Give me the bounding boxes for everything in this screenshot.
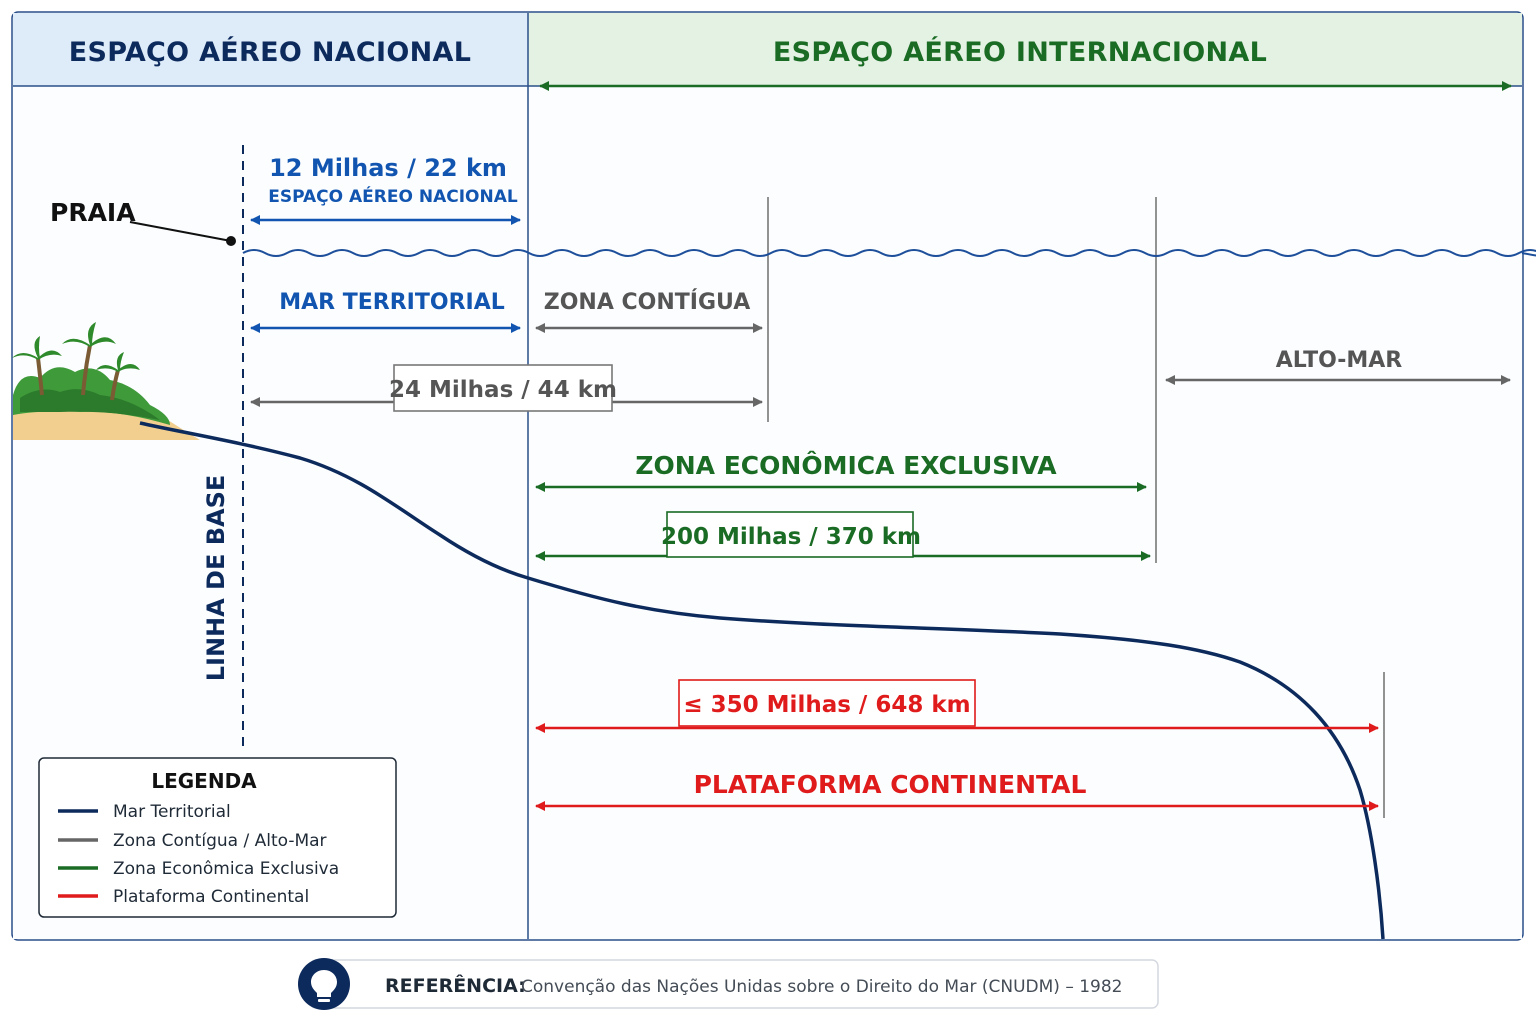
- international-header-band: [528, 13, 1522, 86]
- reference-text: Convenção das Nações Unidas sobre o Dire…: [521, 977, 1123, 997]
- plataforma-distance-label: ≤ 350 Milhas / 648 km: [683, 692, 970, 718]
- legend-item-2: Zona Econômica Exclusiva: [113, 859, 339, 879]
- legend-item-0: Mar Territorial: [113, 802, 231, 822]
- alto-mar-label: ALTO-MAR: [1276, 348, 1403, 373]
- praia-pointer: [129, 221, 232, 242]
- zee-distance-box: [666, 511, 914, 558]
- reference-bar: REFERÊNCIA: Convenção das Nações Unidas …: [298, 958, 1159, 1010]
- contigua-distance-label: 24 Milhas / 44 km: [389, 377, 617, 403]
- national-header-title: ESPAÇO AÉREO NACIONAL: [69, 36, 472, 68]
- mar-territorial-label: MAR TERRITORIAL: [279, 290, 505, 315]
- zee-distance-label: 200 Milhas / 370 km: [661, 524, 921, 550]
- zee-label: ZONA ECONÔMICA EXCLUSIVA: [635, 450, 1057, 480]
- linha-de-base-label: LINHA DE BASE: [202, 475, 230, 682]
- legend: LEGENDA Mar Territorial Zona Contígua / …: [38, 757, 397, 918]
- sea-surface-wave: [242, 249, 1536, 257]
- international-header-title: ESPAÇO AÉREO INTERNACIONAL: [773, 36, 1267, 68]
- airspace-sub-label: ESPAÇO AÉREO NACIONAL: [268, 185, 518, 207]
- praia-label: PRAIA: [50, 198, 136, 227]
- contigua-distance-box: [393, 364, 613, 412]
- zona-contigua-label: ZONA CONTÍGUA: [544, 289, 750, 315]
- airspace-distance-label: 12 Milhas / 22 km: [269, 154, 507, 182]
- legend-title: LEGENDA: [151, 769, 257, 793]
- plataforma-label: PLATAFORMA CONTINENTAL: [694, 770, 1087, 799]
- island-illustration: [12, 322, 200, 440]
- reference-label: REFERÊNCIA:: [385, 974, 526, 997]
- praia-point: [226, 236, 236, 246]
- national-header-band: [13, 13, 528, 86]
- lightbulb-glyph: [311, 970, 337, 1002]
- plataforma-distance-box: [678, 679, 976, 727]
- legend-item-3: Plataforma Continental: [113, 887, 309, 907]
- legend-item-1: Zona Contígua / Alto-Mar: [113, 831, 327, 851]
